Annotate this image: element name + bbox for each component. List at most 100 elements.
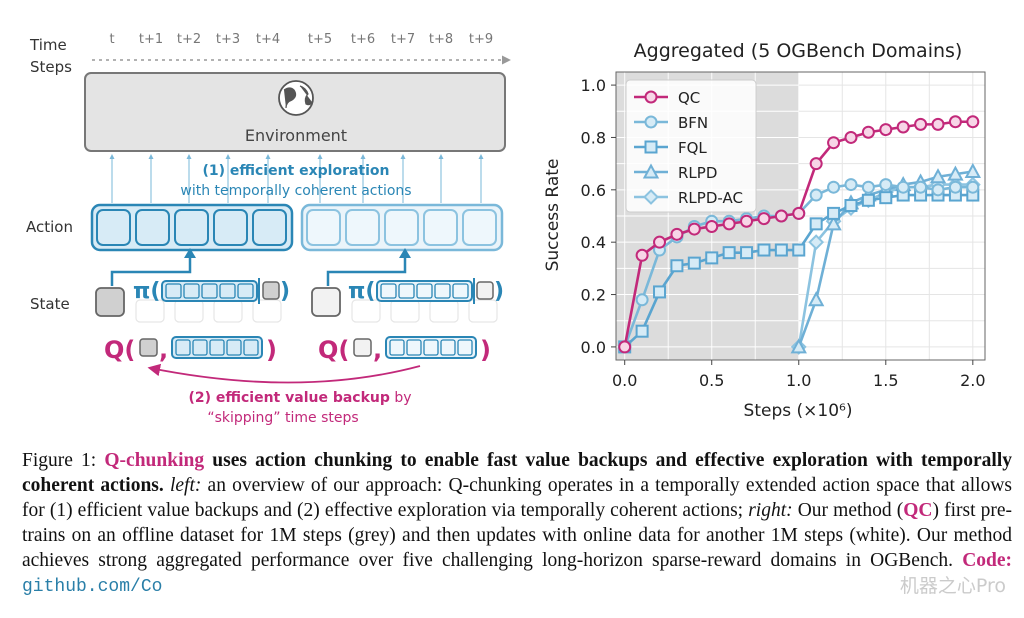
legend-marker xyxy=(644,90,658,104)
data-point xyxy=(792,206,806,220)
data-point xyxy=(774,243,788,257)
legend-box xyxy=(625,79,757,213)
data-point xyxy=(844,199,858,213)
mini-action-cell xyxy=(452,283,469,299)
backup-text-line1: (2) efficient value backup by xyxy=(188,390,411,406)
data-point xyxy=(948,180,962,194)
policy-pi-1: π( xyxy=(133,279,160,304)
state-placeholder xyxy=(213,299,243,323)
data-point xyxy=(861,180,875,194)
data-point xyxy=(879,191,893,205)
data-point xyxy=(635,324,649,338)
policy-close-1: ) xyxy=(280,279,290,304)
legend-item-qc: QC xyxy=(634,89,700,107)
y-axis-label: Success Rate xyxy=(543,159,563,272)
action-chunk-1-cells xyxy=(96,209,287,246)
mini-action-cell xyxy=(243,339,259,356)
data-point xyxy=(740,246,754,260)
y-tick-label: 0.0 xyxy=(581,338,606,357)
state-box-1 xyxy=(95,287,125,317)
mini-action-cell xyxy=(389,339,405,356)
data-point xyxy=(808,234,825,251)
time-tick: t+4 xyxy=(256,32,280,47)
action-cell xyxy=(384,209,419,246)
state-placeholder xyxy=(174,299,204,323)
data-point xyxy=(929,168,947,184)
x-tick-label: 2.0 xyxy=(960,371,985,390)
data-point xyxy=(827,206,841,220)
data-point xyxy=(670,227,684,241)
action-cell xyxy=(345,209,380,246)
time-tick: t+6 xyxy=(351,32,375,47)
data-point xyxy=(879,123,893,137)
q-comma-2: , xyxy=(373,336,382,364)
policy-chunk-1 xyxy=(161,278,280,304)
data-point xyxy=(844,130,858,144)
state-placeholder xyxy=(390,299,420,323)
mini-action-cell xyxy=(440,339,456,356)
data-point xyxy=(825,215,842,231)
action-cell xyxy=(213,209,248,246)
data-point xyxy=(653,235,667,249)
data-point xyxy=(931,117,945,131)
qchunking-name: Q-chunking xyxy=(104,450,205,471)
mini-action-cell xyxy=(209,339,225,356)
data-point xyxy=(809,188,823,202)
mini-action-cell xyxy=(457,339,473,356)
legend-label: RLPD-AC xyxy=(678,189,743,207)
data-point xyxy=(861,193,875,207)
action-chunk-2-cells xyxy=(306,209,497,246)
environment-label: Environment xyxy=(245,126,347,145)
data-point xyxy=(705,251,719,265)
q-comma-1: , xyxy=(159,336,168,364)
data-point xyxy=(844,178,858,192)
data-point xyxy=(757,212,771,226)
action-cell xyxy=(423,209,458,246)
legend-marker xyxy=(644,115,658,129)
caption-bold-summary: uses action chunking to enable fast valu… xyxy=(22,450,1013,496)
code-link[interactable]: github.com/Co xyxy=(22,577,163,597)
mini-action-cell xyxy=(380,283,397,299)
data-point xyxy=(790,338,807,354)
caption-left-label: left: xyxy=(169,475,202,496)
mini-action-cell xyxy=(423,339,439,356)
legend-label: QC xyxy=(678,89,700,107)
q-close-2: ) xyxy=(480,336,491,364)
data-point xyxy=(931,183,945,197)
state-row-label: State xyxy=(30,295,70,313)
legend-marker xyxy=(642,163,660,179)
x-tick-label: 0.0 xyxy=(612,371,637,390)
caption-right-text-a: Our method ( xyxy=(797,500,904,521)
time-tick: t+5 xyxy=(308,32,332,47)
data-point xyxy=(635,248,649,262)
y-tick-label: 0.6 xyxy=(581,181,606,200)
backup-text-line2: “skipping” time steps xyxy=(207,410,358,426)
q-state-1 xyxy=(139,338,158,357)
mini-action-cell xyxy=(192,339,208,356)
series-fql xyxy=(618,188,980,354)
caption-right-label: right: xyxy=(748,500,793,521)
legend-marker xyxy=(644,140,658,154)
data-point xyxy=(653,285,667,299)
x-tick-labels: 0.0 0.5 1.0 1.5 2.0 xyxy=(612,360,986,390)
time-steps-label-line1: Time xyxy=(29,36,67,54)
policy-close-2: ) xyxy=(494,279,504,304)
x-axis-label: Steps (×10⁶) xyxy=(744,401,853,421)
data-point xyxy=(914,180,928,194)
chart-series xyxy=(618,115,981,355)
mini-action-cell xyxy=(219,283,236,299)
mini-action-cell xyxy=(237,283,254,299)
y-tick-label: 0.8 xyxy=(581,128,606,147)
data-point xyxy=(861,125,875,139)
policy-arrow-1 xyxy=(110,255,192,286)
data-point xyxy=(807,291,825,307)
time-tick: t+3 xyxy=(216,32,240,47)
data-point xyxy=(774,209,788,223)
q-state-2 xyxy=(353,338,372,357)
chart-title: Aggregated (5 OGBench Domains) xyxy=(634,40,963,62)
series-qc xyxy=(618,115,980,354)
data-point xyxy=(896,120,910,134)
data-point xyxy=(757,243,771,257)
data-point xyxy=(722,217,736,231)
state-box-2 xyxy=(311,287,341,317)
